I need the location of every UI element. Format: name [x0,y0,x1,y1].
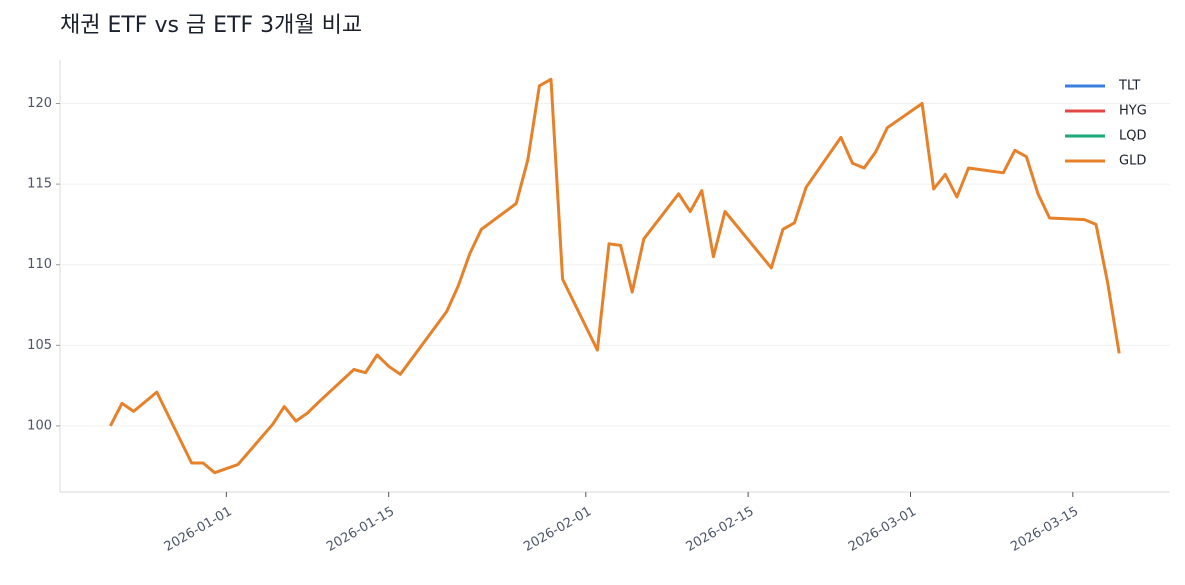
series-line [109,77,1121,475]
y-tick-label: 100 [27,418,52,433]
x-tick-label: 2026-03-15 [1008,504,1081,555]
y-tick-label: 110 [27,257,52,272]
legend-label: TLT [1118,79,1140,94]
y-tick-label: 120 [27,96,52,111]
x-tick-label: 2026-03-01 [846,504,919,555]
x-tick-label: 2026-01-01 [162,504,235,555]
x-tick-label: 2026-01-15 [324,504,397,555]
legend-label: GLD [1119,154,1146,169]
y-tick-label: 115 [27,177,52,192]
x-tick-label: 2026-02-15 [684,504,757,555]
legend-label: LQD [1119,129,1147,144]
x-tick-label: 2026-02-01 [521,504,594,555]
chart-title: 채권 ETF vs 금 ETF 3개월 비교 [60,13,362,38]
y-tick-label: 105 [27,338,52,353]
legend-label: HYG [1119,104,1147,119]
